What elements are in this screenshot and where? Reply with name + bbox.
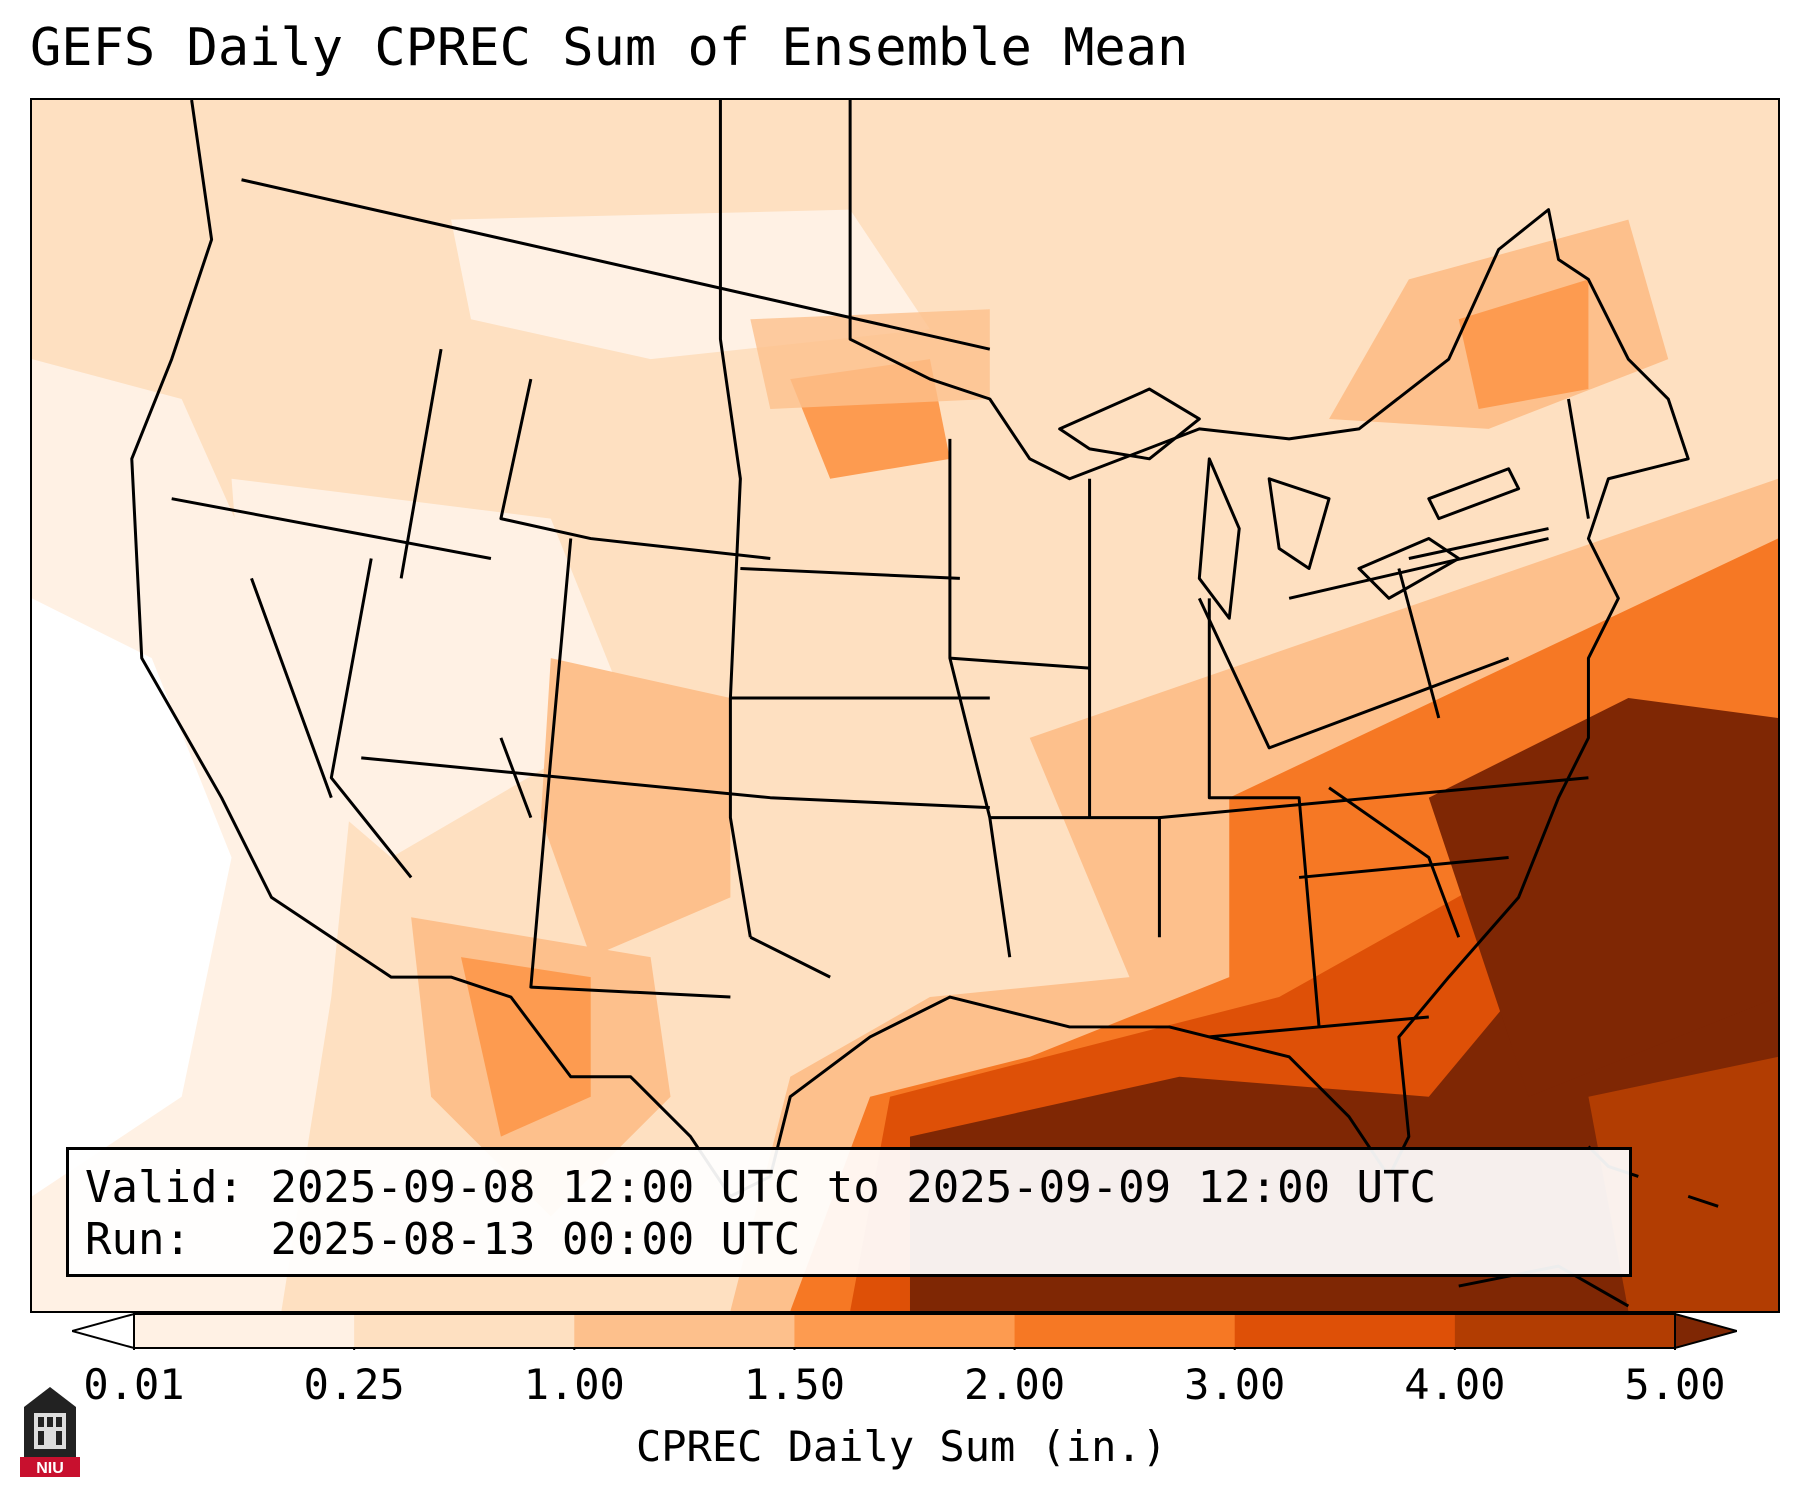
svg-text:NIU: NIU [36, 1460, 64, 1477]
colorbar-bin-5 [1234, 1314, 1456, 1348]
colorbar-under-extend [72, 1312, 135, 1350]
precip-field [32, 100, 1778, 1311]
colorbar-bin-2 [574, 1314, 795, 1348]
colorbar-tick-label: 2.00 [963, 1360, 1066, 1409]
valid-value: 2025-09-08 12:00 UTC to 2025-09-09 12:00… [270, 1162, 1437, 1213]
colorbar-bin-3 [794, 1314, 1016, 1348]
colorbar-tick-label: 0.25 [303, 1360, 405, 1409]
colorbar-bin-1 [354, 1314, 575, 1348]
colorbar-over-extend [1674, 1312, 1737, 1350]
page-title: GEFS Daily CPREC Sum of Ensemble Mean [30, 18, 1189, 78]
colorbar-bin-0 [134, 1314, 355, 1348]
colorbar-tick-label: 4.00 [1404, 1360, 1506, 1409]
colorbar-tick-label: 5.00 [1624, 1360, 1726, 1409]
colorbar-frame [133, 1313, 1676, 1349]
run-value: 2025-08-13 00:00 UTC [270, 1214, 801, 1265]
colorbar-tick-label: 1.50 [743, 1360, 845, 1409]
colorbar-tick-label: 3.00 [1184, 1360, 1286, 1409]
precipitation-map [30, 98, 1780, 1313]
colorbar-label: CPREC Daily Sum (in.) [635, 1422, 1167, 1471]
info-box: Valid: 2025-09-08 12:00 UTC to 2025-09-0… [66, 1147, 1632, 1277]
valid-label: Valid: [85, 1162, 244, 1213]
run-line: Run: 2025-08-13 00:00 UTC [85, 1214, 800, 1265]
valid-line: Valid: 2025-09-08 12:00 UTC to 2025-09-0… [85, 1162, 1436, 1213]
colorbar [72, 1312, 1737, 1350]
state-boundaries [130, 100, 1719, 1308]
colorbar-bin-4 [1014, 1314, 1236, 1348]
colorbar-bin-6 [1454, 1314, 1676, 1348]
niu-logo: NIU [20, 1387, 80, 1477]
run-label: Run: [85, 1214, 191, 1265]
colorbar-tick-label: 0.01 [83, 1360, 185, 1409]
colorbar-tick-label: 1.00 [523, 1360, 625, 1409]
